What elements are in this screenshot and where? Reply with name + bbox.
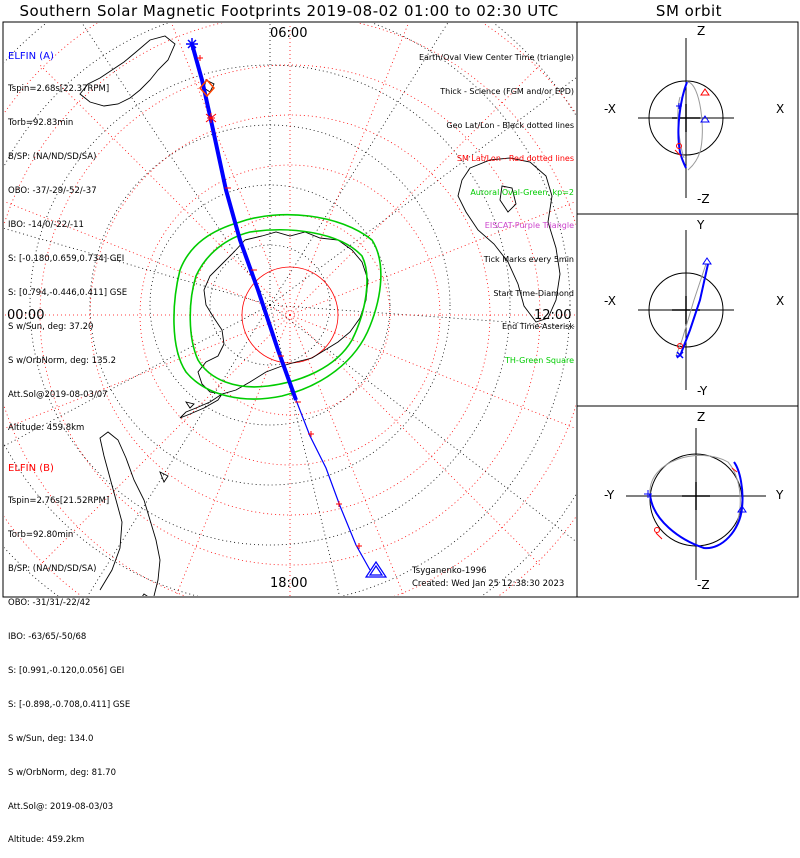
start-diamond bbox=[199, 78, 215, 98]
islands-coast bbox=[142, 401, 195, 596]
legend-line: Auroral Oval-Green, kp=2 bbox=[470, 187, 574, 197]
elfin-a-line: Altitude: 459.8km bbox=[8, 423, 85, 434]
elfin-a-line: Att.Sol@2019-08-03/07 bbox=[8, 389, 108, 400]
legend-line: Start Time-Diamond bbox=[493, 288, 574, 298]
elfin-b-line: Altitude: 459.2km bbox=[8, 835, 85, 846]
sm-orbit-title: SM orbit bbox=[655, 2, 723, 20]
elfin-a-line: Tspin=2.68s[22.37RPM] bbox=[8, 84, 110, 95]
time-label-right: 12:00 bbox=[534, 308, 572, 323]
time-label-left: 00:00 bbox=[7, 308, 45, 323]
tick-9 bbox=[356, 543, 362, 549]
panel1-left: -X bbox=[604, 102, 616, 116]
panel1-top: Z bbox=[697, 24, 706, 38]
australia-coast bbox=[79, 35, 176, 107]
elfin-a-line: S: [0.794,-0.446,0.411] GSE bbox=[8, 287, 128, 298]
coastlines bbox=[79, 35, 561, 596]
panel3-right: Y bbox=[776, 488, 784, 502]
legend-line: Thick - Science (FGM and/or EPD) bbox=[440, 87, 574, 97]
elfin-b-line: S w/OrbNorm, deg: 81.70 bbox=[8, 767, 117, 778]
time-label-top: 06:00 bbox=[270, 26, 308, 41]
track-ticks bbox=[197, 55, 362, 549]
legend-line: EISCAT-Purple Triangle bbox=[484, 221, 574, 231]
sm-panel-1 bbox=[638, 38, 734, 198]
antarctic-peninsula bbox=[179, 393, 223, 419]
elfin-b-line: B/SP: (NA/ND/SD/SA) bbox=[8, 564, 97, 575]
track-thin bbox=[191, 43, 371, 571]
sm-grid bbox=[4, 23, 576, 596]
elfin-a-line: S: [-0.180,0.659,0.734] GEI bbox=[8, 253, 125, 264]
panel3-left: -Y bbox=[604, 488, 615, 502]
elfin-a-line: OBO: -37/-29/-52/-37 bbox=[8, 186, 97, 197]
created-stamp: Created: Wed Jan 25 12:38:30 2023 bbox=[412, 579, 565, 589]
view-center-triangle bbox=[364, 560, 388, 578]
panel3-bottom: -Z bbox=[697, 578, 710, 592]
elfin-a-line: IBO: -14/0/-22/-11 bbox=[8, 220, 84, 231]
geo-grid bbox=[4, 23, 576, 596]
elfin-b-line: Torb=92.80min bbox=[8, 530, 74, 541]
africa-coast bbox=[457, 157, 561, 323]
elfin-a-track bbox=[190, 43, 371, 571]
elfin-b-line: Att.Sol@: 2019-08-03/03 bbox=[8, 801, 114, 812]
legend-line: TH-Green Square bbox=[504, 355, 574, 365]
elfin-a-line: S w/OrbNorm, deg: 135.2 bbox=[8, 355, 117, 366]
south-america-coast bbox=[99, 431, 161, 596]
track-science bbox=[190, 43, 298, 401]
elfin-a-line: B/SP: (NA/ND/SD/SA) bbox=[8, 152, 97, 163]
plot-title: Southern Solar Magnetic Footprints 2019-… bbox=[19, 2, 559, 20]
legend-line: SM Lat/Lon - Red dotted lines bbox=[456, 154, 574, 164]
elfin-a-line: Torb=92.83min bbox=[8, 118, 74, 129]
elfin-b-line: S: [-0.898,-0.708,0.411] GSE bbox=[8, 699, 131, 710]
elfin-b-line: Tspin=2.76s[21.52RPM] bbox=[8, 496, 110, 507]
panel2-right: X bbox=[776, 294, 785, 308]
elfin-b-info: ELFIN (B) Tspin=2.76s[21.52RPM] Torb=92.… bbox=[8, 440, 130, 858]
elfin-b-name: ELFIN (B) bbox=[8, 462, 54, 474]
polar-map bbox=[4, 23, 576, 596]
model-credit: Tsyganenko-1996 bbox=[412, 566, 487, 576]
elfin-b-line: S: [0.991,-0.120,0.056] GEI bbox=[8, 665, 125, 676]
tick-1 bbox=[197, 55, 203, 61]
sm-frame bbox=[576, 21, 799, 598]
elfin-b-line: S w/Sun, deg: 134.0 bbox=[8, 733, 94, 744]
time-label-bottom: 18:00 bbox=[270, 576, 308, 591]
panel1-bottom: -Z bbox=[697, 192, 710, 206]
legend-line: Geo Lat/Lon - Black dotted lines bbox=[446, 120, 574, 130]
legend-line: Tick Marks every 5min bbox=[483, 255, 574, 265]
elfin-a-name: ELFIN (A) bbox=[8, 50, 54, 62]
elfin-a-info: ELFIN (A) Tspin=2.68s[22.37RPM] Torb=92.… bbox=[8, 28, 127, 446]
panel2-bottom: -Y bbox=[697, 384, 708, 398]
auroral-ovals bbox=[173, 213, 382, 400]
figure-canvas bbox=[2, 21, 799, 598]
legend: Earth/Oval View Center Time (triangle) T… bbox=[419, 30, 574, 377]
panel1-right: X bbox=[776, 102, 785, 116]
sm-panel-3 bbox=[626, 428, 766, 580]
sm-panel-2 bbox=[638, 230, 734, 390]
panel2-left: -X bbox=[604, 294, 616, 308]
legend-line: Earth/Oval View Center Time (triangle) bbox=[418, 53, 574, 63]
end-asterisk bbox=[186, 38, 198, 50]
oval-outer bbox=[173, 213, 382, 400]
elfin-a-line: S w/Sun, deg: 37.20 bbox=[8, 321, 94, 332]
tick-8 bbox=[336, 501, 342, 507]
oval-inner bbox=[189, 229, 368, 388]
legend-line: End Time-Asterisk bbox=[501, 322, 574, 332]
panel2-top: Y bbox=[697, 218, 705, 232]
panel3-top: Z bbox=[697, 410, 706, 424]
antarctica-coast bbox=[197, 231, 369, 395]
elfin-b-line: IBO: -63/65/-50/68 bbox=[8, 632, 87, 643]
tick-7 bbox=[308, 431, 314, 437]
tick-2 bbox=[205, 113, 217, 123]
madagascar-coast bbox=[499, 185, 517, 213]
